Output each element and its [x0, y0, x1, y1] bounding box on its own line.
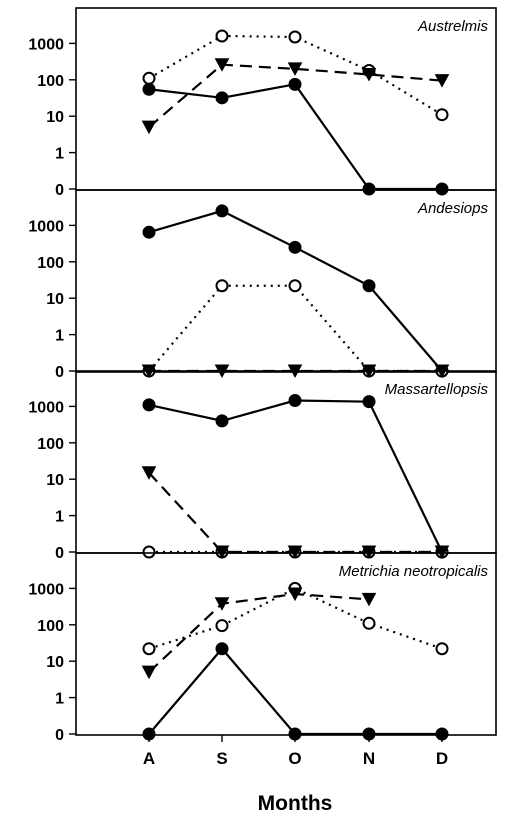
data-point: [435, 642, 449, 656]
data-point: [287, 587, 303, 602]
data-point: [142, 71, 156, 85]
data-point: [288, 77, 302, 91]
series-line: [148, 647, 442, 736]
series-solid-filled-circle: [142, 642, 449, 741]
data-point: [141, 665, 157, 680]
x-tick-label: A: [143, 749, 155, 768]
data-point: [362, 616, 376, 630]
y-tick-label: 1: [55, 691, 64, 708]
data-point: [362, 279, 376, 293]
data-point: [215, 619, 229, 633]
series-dashed-filled-triangle: [141, 587, 377, 680]
series-solid-filled-circle: [142, 204, 449, 378]
panel-4: 0 1 10 100 1000 Metrichia neotropicalis: [28, 552, 497, 744]
panel-frame: [75, 552, 497, 736]
y-tick-label: 10: [46, 109, 64, 126]
x-tick-label: N: [363, 749, 375, 768]
data-point: [215, 642, 229, 656]
series-dotted-open-circle: [142, 279, 449, 378]
data-point: [361, 545, 377, 560]
series-line: [148, 472, 442, 554]
panel-frame: [75, 7, 497, 191]
y-tick-label: 10: [46, 654, 64, 671]
panel-2: 0 1 10 100 1000 Andesiops: [28, 189, 497, 381]
x-axis-label: Months: [258, 792, 333, 815]
y-tick-label: 0: [55, 364, 64, 381]
data-point: [287, 62, 303, 76]
panel-title: Austrelmis: [417, 18, 489, 35]
series-solid-filled-circle: [142, 394, 449, 559]
data-point: [434, 74, 450, 88]
data-point: [142, 398, 156, 412]
y-tick-label: 100: [37, 73, 64, 90]
panel-frame: [75, 370, 497, 554]
data-point: [434, 545, 450, 560]
data-point: [288, 279, 302, 293]
series-solid-filled-circle: [142, 77, 449, 196]
y-tick-label: 1: [55, 509, 64, 526]
panel-frame: [75, 189, 497, 373]
data-point: [435, 108, 449, 122]
y-tick-label: 1000: [28, 218, 64, 235]
data-point: [361, 592, 377, 607]
data-point: [287, 545, 303, 560]
data-point: [362, 182, 376, 196]
y-tick-label: 0: [55, 727, 64, 744]
data-point: [214, 58, 230, 72]
panel-1: 0 1 10 100 1000 Austrelmis: [28, 7, 497, 199]
series-line: [148, 592, 370, 673]
data-point: [435, 182, 449, 196]
panel-title: Metrichia neotropicalis: [339, 563, 489, 580]
x-tick-label: D: [436, 749, 448, 768]
data-point: [362, 395, 376, 409]
data-point: [142, 642, 156, 656]
y-tick-label: 1000: [28, 36, 64, 53]
data-point: [142, 225, 156, 239]
series-line: [148, 63, 443, 128]
series-line: [148, 83, 442, 191]
series-dashed-filled-triangle: [141, 466, 450, 560]
data-point: [141, 120, 157, 135]
x-tick-label: O: [288, 749, 301, 768]
data-point: [215, 414, 229, 428]
y-tick-label: 10: [46, 472, 64, 489]
data-point: [141, 466, 157, 480]
series-line: [148, 34, 443, 116]
y-tick-label: 100: [37, 618, 64, 635]
data-point: [361, 67, 377, 82]
series-line: [148, 284, 442, 373]
y-tick-label: 100: [37, 255, 64, 272]
y-tick-label: 10: [46, 291, 64, 308]
panel-title: Andesiops: [417, 200, 489, 217]
series-line: [148, 587, 443, 650]
series-line: [148, 399, 443, 553]
y-tick-label: 0: [55, 182, 64, 199]
panel-title: Massartellopsis: [385, 381, 489, 398]
y-tick-label: 100: [37, 436, 64, 453]
data-point: [288, 240, 302, 254]
data-point: [142, 82, 156, 96]
x-tick-label: S: [216, 749, 227, 768]
data-point: [215, 204, 229, 218]
panel-3: 0 1 10 100 1000 Massartellopsis: [28, 370, 497, 562]
series-dashed-filled-triangle: [141, 58, 450, 135]
y-tick-label: 1000: [28, 399, 64, 416]
data-point: [215, 91, 229, 105]
data-point: [288, 30, 302, 44]
data-point: [288, 394, 302, 408]
chart-panels: 01101001000Austrelmis01101001000Andesiop…: [28, 7, 497, 744]
data-point: [214, 545, 230, 560]
series-dotted-open-circle: [142, 29, 449, 122]
data-point: [215, 29, 229, 43]
y-tick-label: 0: [55, 545, 64, 562]
data-point: [214, 597, 230, 611]
data-point: [215, 279, 229, 293]
y-tick-label: 1000: [28, 581, 64, 598]
series-dotted-open-circle: [142, 581, 449, 656]
y-tick-label: 1: [55, 328, 64, 345]
y-tick-label: 1: [55, 146, 64, 163]
data-point: [142, 545, 156, 559]
